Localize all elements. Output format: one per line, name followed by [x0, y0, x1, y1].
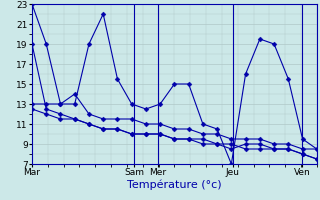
- X-axis label: Température (°c): Température (°c): [127, 180, 222, 190]
